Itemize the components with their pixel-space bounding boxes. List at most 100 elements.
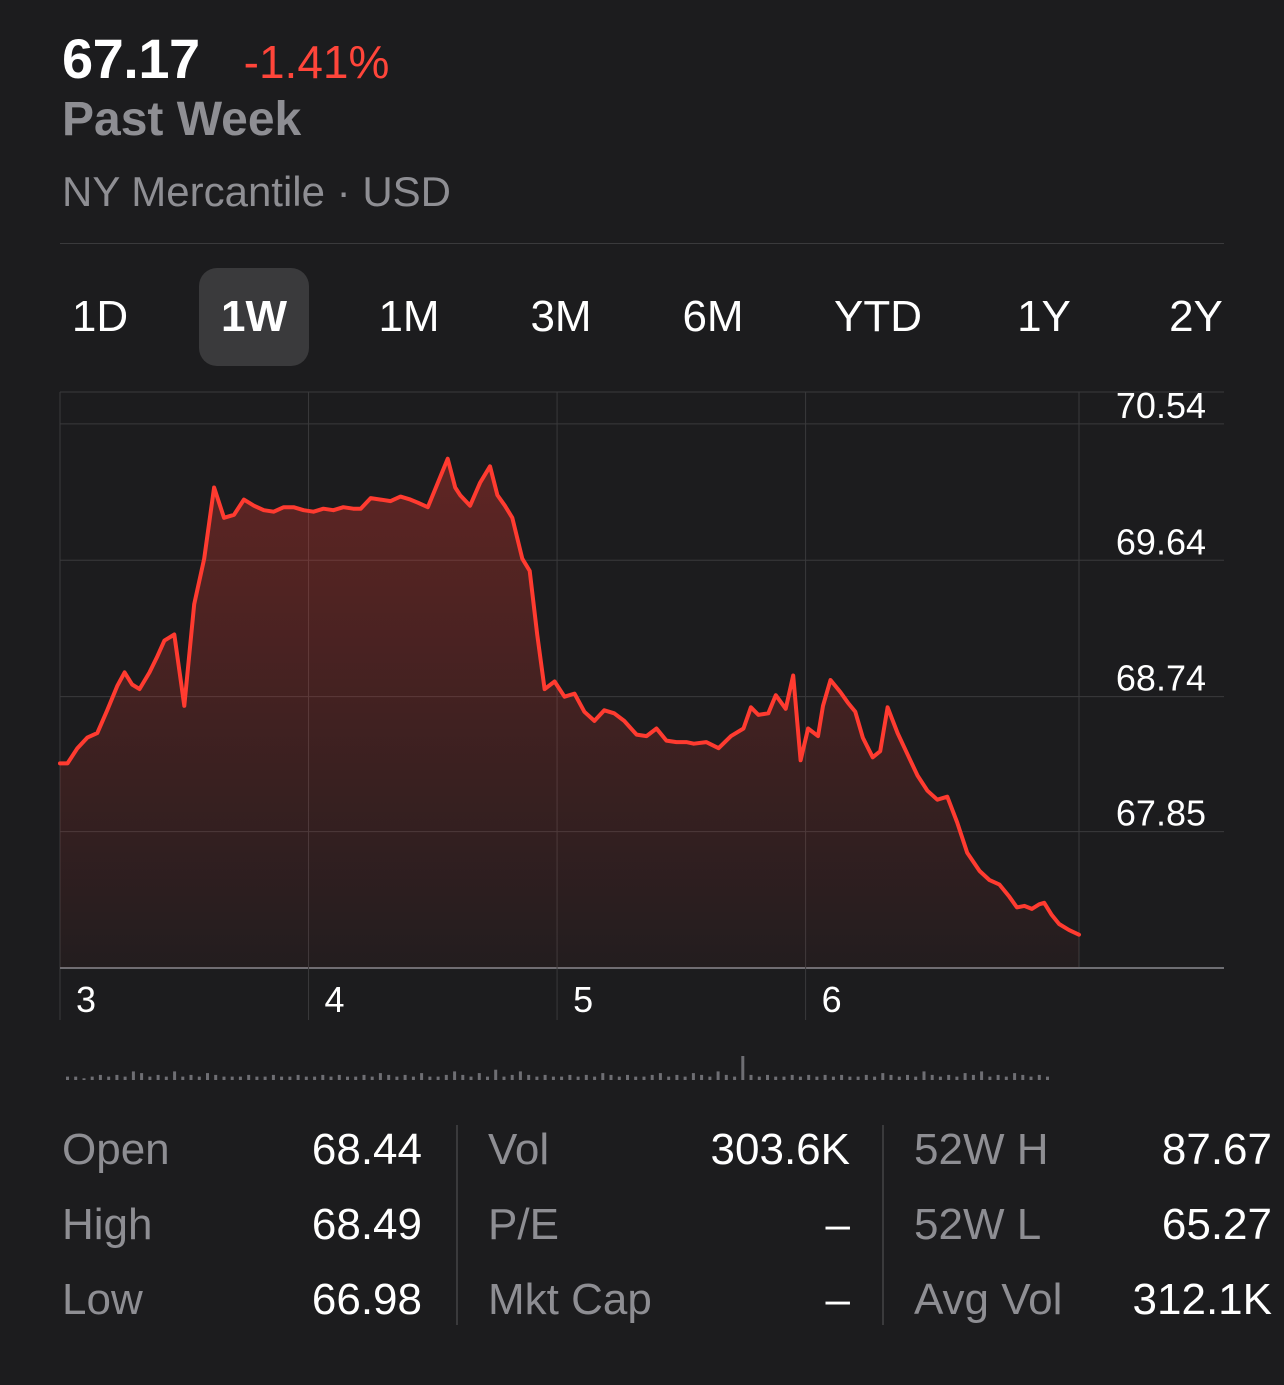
volume-bar — [782, 1076, 786, 1080]
tab-6m[interactable]: 6M — [682, 292, 744, 341]
stat-label-low: Low — [62, 1275, 143, 1324]
stat-value-low: 66.98 — [311, 1275, 422, 1324]
volume-bar — [477, 1073, 481, 1080]
volume-bar — [247, 1074, 251, 1080]
volume-bar — [667, 1076, 671, 1080]
stat-value-52w-high: 87.67 — [1161, 1125, 1272, 1174]
volume-bar — [840, 1074, 844, 1080]
y-tick-label: 70.54 — [1116, 385, 1206, 426]
stat-label-52w-high: 52W H — [914, 1125, 1049, 1174]
volume-bar — [313, 1076, 317, 1080]
stat-value-52w-low: 65.27 — [1161, 1200, 1272, 1249]
volume-bar — [642, 1076, 646, 1080]
volume-bar — [148, 1076, 152, 1080]
volume-bar — [222, 1076, 226, 1080]
price-chart[interactable]: 70.54 69.64 68.74 67.85 3 4 5 6 — [0, 380, 1284, 1090]
volume-bar — [156, 1074, 160, 1080]
volume-bar — [1021, 1074, 1025, 1080]
stat-value-avg-vol: 312.1K — [1132, 1275, 1272, 1324]
volume-bar — [271, 1074, 275, 1080]
volume-bar — [807, 1074, 811, 1080]
header-divider — [60, 243, 1224, 244]
volume-bar — [1037, 1074, 1041, 1080]
volume-bar — [601, 1073, 605, 1080]
stat-label-vol: Vol — [488, 1125, 550, 1174]
volume-bar — [757, 1076, 761, 1080]
stat-value-open: 68.44 — [311, 1125, 422, 1174]
volume-bar — [255, 1076, 259, 1080]
volume-bar — [115, 1074, 119, 1080]
volume-bar — [337, 1074, 341, 1080]
volume-bar — [864, 1074, 868, 1080]
stat-label-mkt-cap: Mkt Cap — [488, 1275, 652, 1324]
volume-bar — [551, 1076, 555, 1080]
volume-bar — [568, 1074, 572, 1080]
volume-bar — [173, 1071, 177, 1080]
volume-bar — [288, 1076, 292, 1080]
volume-bar — [626, 1074, 629, 1080]
volume-bar — [576, 1076, 580, 1080]
tab-1y[interactable]: 1Y — [1017, 292, 1071, 341]
volume-bar — [428, 1076, 432, 1080]
y-tick-label: 68.74 — [1116, 658, 1206, 699]
volume-bar — [922, 1071, 926, 1080]
volume-bar — [675, 1074, 679, 1080]
current-price: 67.17 — [62, 27, 200, 90]
volume-bar — [906, 1074, 909, 1080]
volume-bar — [988, 1076, 992, 1080]
tab-1m[interactable]: 1M — [378, 292, 440, 341]
price-change: -1.41% — [243, 36, 390, 88]
volume-bar — [206, 1073, 209, 1080]
volume-bar — [766, 1074, 769, 1080]
stat-label-high: High — [62, 1200, 153, 1249]
volume-bar — [593, 1076, 597, 1080]
volume-bar — [724, 1074, 728, 1080]
volume-bar — [387, 1074, 391, 1080]
volume-bar — [996, 1074, 1000, 1080]
volume-bar — [831, 1076, 835, 1080]
volume-bar — [881, 1073, 885, 1080]
volume-bar — [1013, 1073, 1017, 1080]
volume-bar — [1004, 1076, 1008, 1080]
tab-1w[interactable]: 1W — [199, 268, 309, 366]
tab-2y[interactable]: 2Y — [1169, 292, 1223, 341]
volume-bar — [823, 1074, 827, 1080]
range-tabs: 1D 1W 1M 3M 6M YTD 1Y 2Y — [0, 268, 1284, 366]
volume-bar — [560, 1076, 564, 1080]
volume-bar — [280, 1076, 284, 1080]
volume-bar — [1046, 1076, 1049, 1080]
volume-bar — [889, 1074, 893, 1080]
volume-bar — [535, 1076, 539, 1080]
volume-bar — [362, 1074, 366, 1080]
volume-bar — [815, 1076, 819, 1080]
volume-bar — [189, 1074, 193, 1080]
volume-bar — [1029, 1076, 1033, 1080]
tab-ytd[interactable]: YTD — [834, 292, 922, 341]
price-line — [58, 456, 1081, 937]
volume-bar — [214, 1074, 218, 1080]
tab-3m[interactable]: 3M — [530, 292, 592, 341]
volume-bar — [66, 1076, 69, 1080]
x-tick-label: 3 — [76, 979, 96, 1020]
volume-bar — [436, 1076, 440, 1080]
exchange-label: NY Mercantile · USD — [62, 168, 451, 215]
volume-bar — [486, 1076, 489, 1080]
volume-bar — [716, 1071, 720, 1080]
volume-bar — [140, 1073, 144, 1080]
volume-bar — [296, 1074, 300, 1080]
volume-bar — [74, 1076, 78, 1080]
volume-bar — [683, 1076, 687, 1080]
volume-bar — [502, 1076, 506, 1080]
stat-value-vol: 303.6K — [710, 1125, 850, 1174]
volume-bar — [930, 1074, 934, 1080]
y-tick-label: 69.64 — [1116, 521, 1206, 562]
tab-1d[interactable]: 1D — [71, 292, 129, 341]
volume-bar — [609, 1074, 613, 1080]
price-header: 67.17 -1.41% — [62, 26, 389, 90]
volume-bar — [444, 1074, 448, 1080]
volume-bar — [82, 1078, 86, 1080]
volume-bar — [691, 1073, 695, 1080]
volume-bar — [584, 1074, 588, 1080]
volume-bar — [700, 1074, 704, 1080]
y-tick-label: 67.85 — [1116, 793, 1206, 834]
